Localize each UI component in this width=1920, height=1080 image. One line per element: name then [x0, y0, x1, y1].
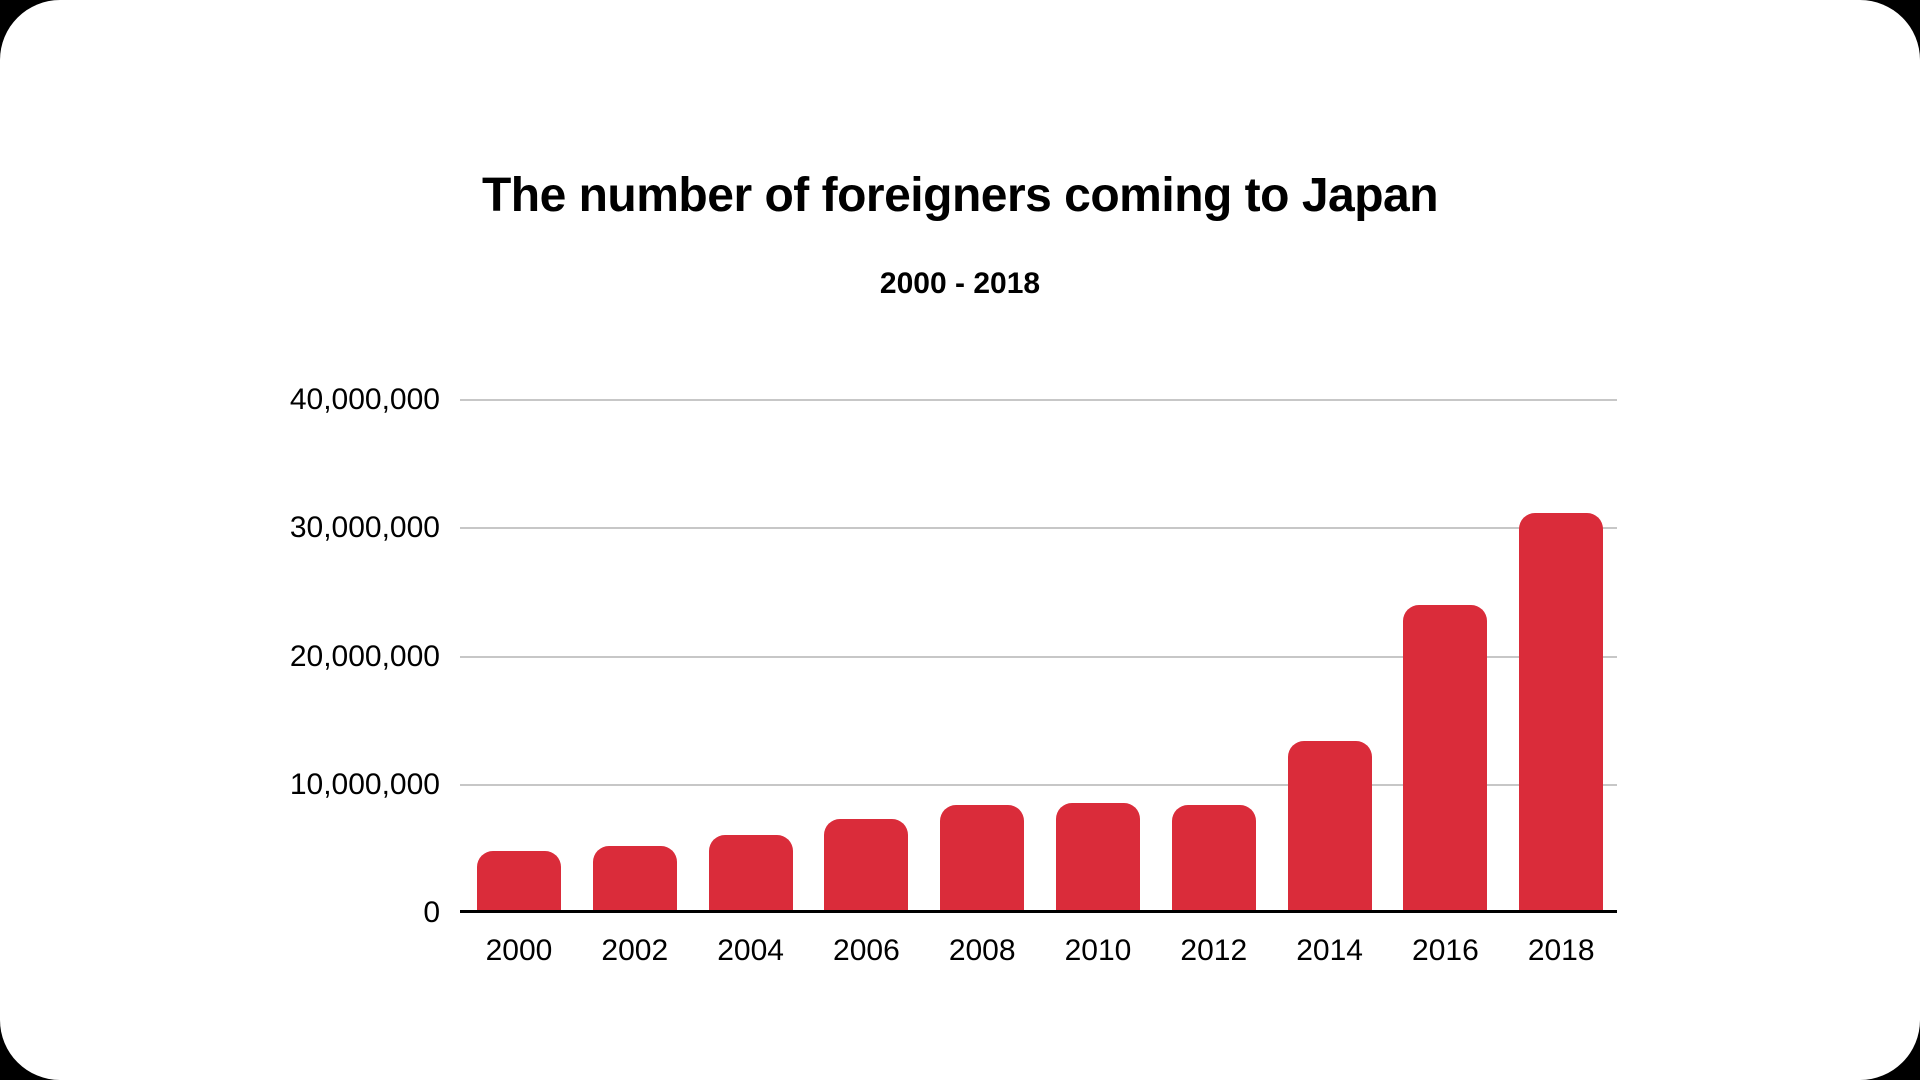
x-tick-label: 2012 — [1180, 934, 1248, 967]
y-tick-label: 30,000,000 — [289, 511, 440, 545]
x-axis-line — [460, 910, 1617, 913]
y-tick-label: 40,000,000 — [289, 383, 440, 416]
y-tick-label: 10,000,000 — [289, 767, 440, 801]
bar-2006 — [824, 819, 909, 913]
gridline — [460, 527, 1617, 530]
bar-2016 — [1403, 605, 1488, 913]
gridline — [460, 655, 1617, 658]
x-tick-label: 2002 — [601, 934, 669, 967]
x-tick-label: 2016 — [1412, 934, 1479, 967]
plot-area — [460, 399, 1617, 913]
bar-2010 — [1056, 802, 1140, 913]
gridline — [460, 399, 1617, 401]
x-tick-label: 2000 — [485, 934, 553, 967]
bar-2018 — [1519, 512, 1604, 913]
chart-title: The number of foreigners coming to Japan — [481, 169, 1439, 222]
x-tick-label: 2004 — [717, 934, 784, 967]
y-tick-label: 0 — [423, 896, 440, 929]
x-tick-label: 2018 — [1527, 934, 1595, 967]
chart-subtitle: 2000 - 2018 — [879, 267, 1041, 300]
x-tick-label: 2008 — [948, 934, 1016, 967]
bar-2004 — [708, 834, 793, 913]
bar-2000 — [477, 851, 561, 913]
x-tick-label: 2006 — [833, 934, 900, 967]
x-tick-label: 2010 — [1064, 934, 1132, 967]
y-tick-label: 20,000,000 — [289, 639, 440, 673]
bar-2012 — [1171, 805, 1256, 913]
bar-2002 — [592, 846, 677, 913]
bar-2008 — [940, 805, 1025, 913]
gridline — [460, 783, 1617, 786]
x-tick-label: 2014 — [1296, 934, 1363, 967]
bar-2014 — [1287, 741, 1372, 913]
